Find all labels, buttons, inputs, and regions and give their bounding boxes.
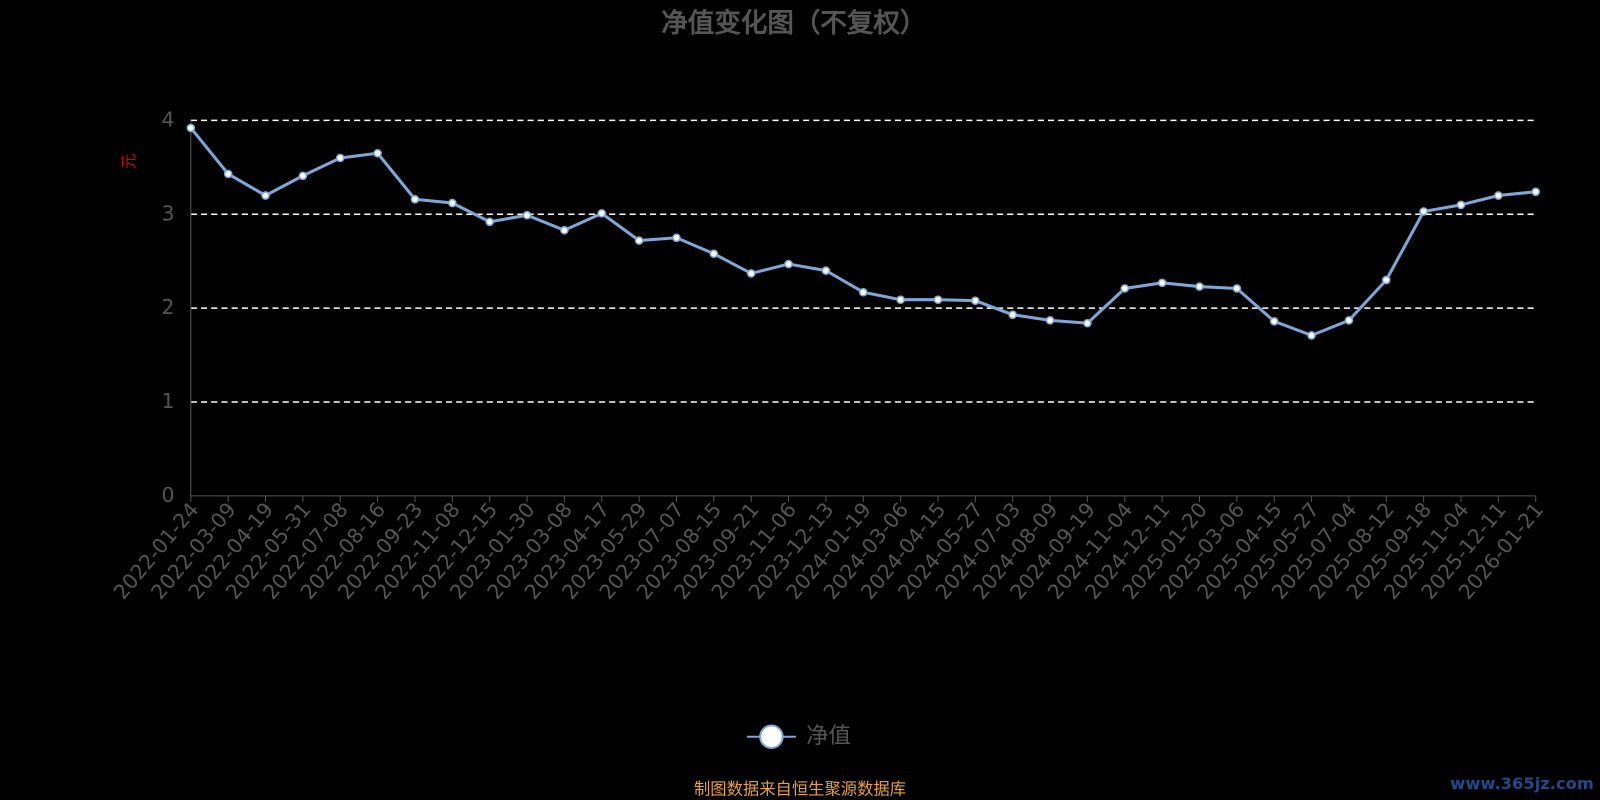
point-marker — [1120, 284, 1130, 293]
source-note: 制图数据来自恒生聚源数据库 — [694, 779, 906, 798]
point-marker — [971, 296, 980, 305]
point-marker — [709, 249, 719, 259]
point-marker — [223, 169, 233, 179]
point-marker — [261, 191, 270, 200]
point-marker — [1456, 200, 1466, 210]
y-axis-label: 元 — [120, 154, 138, 169]
point-marker — [896, 295, 905, 305]
y-tick-label: 4 — [162, 107, 175, 131]
point-marker — [186, 123, 196, 133]
point-marker — [1494, 191, 1503, 200]
legend-label: 净值 — [806, 723, 851, 749]
point-marker — [1157, 278, 1167, 288]
y-tick-label: 3 — [162, 201, 175, 225]
y-tick-label: 0 — [162, 483, 175, 507]
point-marker — [933, 295, 943, 305]
point-marker — [560, 225, 569, 235]
point-marker — [373, 148, 382, 158]
point-marker — [1381, 275, 1391, 285]
point-marker — [821, 266, 831, 275]
point-marker — [1307, 331, 1316, 340]
y-tick-label: 2 — [162, 295, 175, 319]
point-marker — [298, 171, 308, 181]
point-marker — [1045, 316, 1055, 325]
point-marker — [1008, 310, 1018, 320]
point-marker — [1195, 282, 1204, 291]
point-marker — [858, 287, 868, 297]
point-marker — [485, 217, 495, 227]
point-marker — [746, 269, 756, 278]
point-marker — [672, 233, 681, 243]
point-marker — [335, 153, 345, 163]
point-marker — [634, 236, 644, 245]
point-marker — [1232, 284, 1242, 293]
watermark: www.365jz.com — [1450, 774, 1594, 793]
point-marker — [1083, 318, 1092, 328]
point-marker — [597, 209, 607, 218]
y-tick-label: 1 — [162, 389, 175, 413]
chart-title: 净值变化图（不复权） — [661, 8, 926, 39]
point-marker — [1269, 316, 1279, 326]
legend-marker — [759, 724, 784, 749]
point-marker — [1344, 316, 1354, 325]
point-marker — [784, 259, 793, 269]
point-marker — [522, 210, 532, 220]
point-marker — [1531, 187, 1541, 197]
point-marker — [1419, 207, 1428, 216]
point-marker — [447, 198, 457, 208]
point-marker — [410, 194, 420, 204]
